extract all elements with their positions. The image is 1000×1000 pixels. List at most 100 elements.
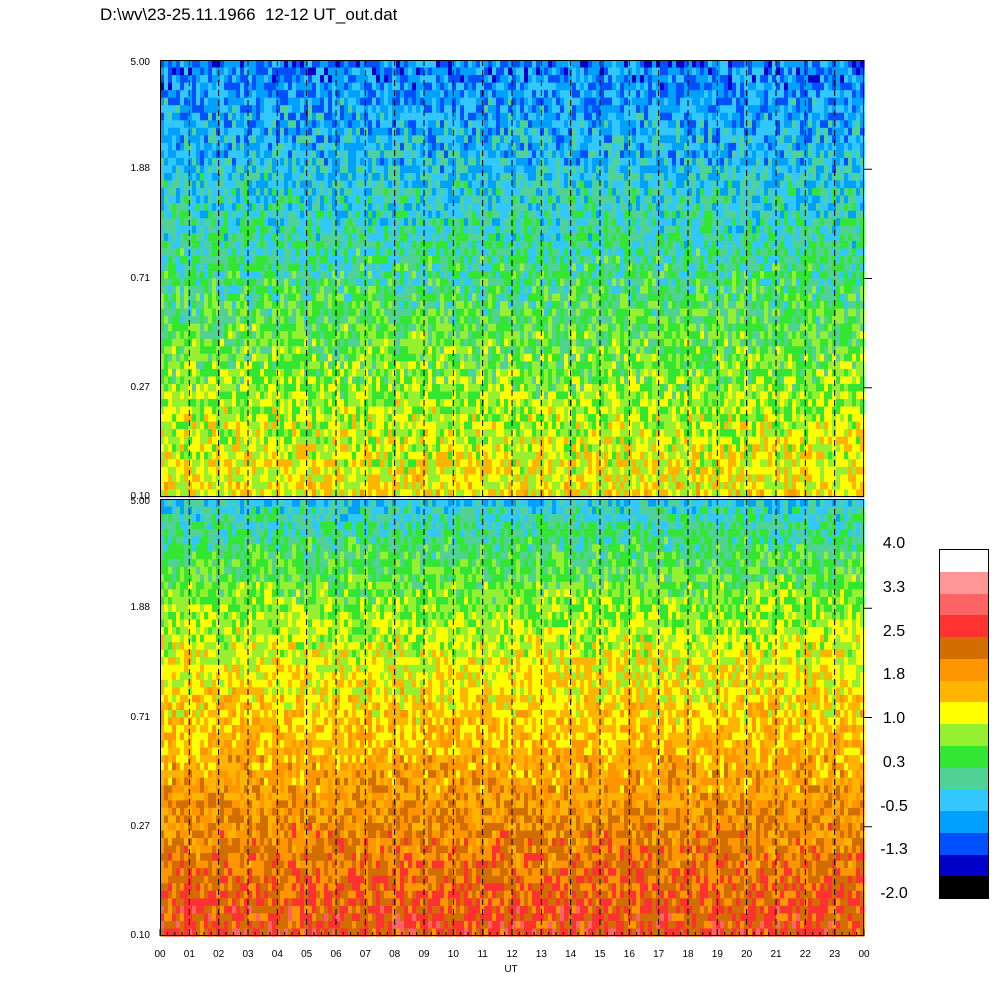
heatmap-cell	[356, 165, 361, 174]
heatmap-cell	[344, 406, 349, 415]
heatmap-cell	[468, 75, 473, 84]
heatmap-cell	[456, 105, 461, 114]
heatmap-cell	[208, 346, 213, 355]
heatmap-cell	[384, 270, 389, 280]
heatmap-cell	[416, 331, 421, 340]
heatmap-cell	[396, 278, 401, 287]
heatmap-cell	[244, 466, 249, 475]
heatmap-cell	[168, 233, 173, 242]
heatmap-cell	[252, 376, 257, 385]
heatmap-cell	[284, 361, 289, 370]
heatmap-cell	[288, 406, 293, 415]
heatmap-cell	[452, 157, 457, 167]
heatmap-cell	[276, 150, 281, 159]
heatmap-cell	[240, 82, 245, 91]
heatmap-cell	[308, 399, 313, 408]
heatmap-cell	[472, 90, 477, 99]
heatmap-cell	[256, 316, 261, 325]
heatmap-cell	[432, 361, 437, 370]
heatmap-cell	[196, 75, 201, 84]
heatmap-cell	[248, 376, 253, 385]
heatmap-cell	[384, 67, 389, 76]
heatmap-cell	[344, 240, 349, 249]
heatmap-cell	[236, 135, 241, 144]
heatmap-cell	[168, 203, 173, 212]
heatmap-cell	[176, 173, 181, 182]
heatmap-cell	[316, 157, 321, 167]
heatmap-cell	[324, 414, 329, 423]
heatmap-cell	[252, 286, 257, 295]
heatmap-cell	[236, 308, 241, 317]
heatmap-cell	[480, 195, 485, 204]
heatmap-cell	[248, 82, 253, 91]
heatmap-cell	[452, 346, 457, 355]
heatmap-cell	[172, 203, 177, 212]
heatmap-cell	[252, 270, 257, 280]
heatmap-cell	[168, 436, 173, 445]
heatmap-cell	[276, 429, 281, 438]
heatmap-cell	[460, 376, 465, 385]
heatmap-cell	[404, 195, 409, 204]
heatmap-cell	[196, 436, 201, 445]
heatmap-cell	[396, 188, 401, 197]
heatmap-cell	[160, 97, 165, 106]
heatmap-cell	[356, 414, 361, 423]
heatmap-cell	[288, 474, 293, 483]
heatmap-cell	[296, 331, 301, 340]
heatmap-cell	[296, 353, 301, 362]
heatmap-cell	[412, 444, 417, 453]
heatmap-cell	[192, 195, 197, 204]
heatmap-cell	[204, 195, 209, 204]
heatmap-cell	[464, 316, 469, 325]
heatmap-cell	[360, 481, 365, 491]
heatmap-cell	[328, 474, 333, 483]
heatmap-cell	[468, 346, 473, 355]
heatmap-cell	[332, 474, 337, 483]
heatmap-cell	[356, 301, 361, 310]
heatmap-cell	[308, 331, 313, 340]
heatmap-cell	[352, 135, 357, 144]
heatmap-cell	[316, 188, 321, 197]
heatmap-cell	[312, 142, 317, 152]
heatmap-cell	[416, 421, 421, 430]
heatmap-cell	[340, 338, 345, 347]
heatmap-cell	[248, 180, 253, 189]
heatmap-cell	[272, 474, 277, 483]
heatmap-cell	[276, 444, 281, 453]
heatmap-cell	[412, 399, 417, 408]
heatmap-cell	[244, 346, 249, 355]
heatmap-cell	[444, 82, 449, 91]
heatmap-cell	[464, 180, 469, 189]
heatmap-cell	[168, 323, 173, 332]
heatmap-cell	[320, 255, 325, 265]
heatmap-cell	[396, 165, 401, 174]
heatmap-cell	[208, 361, 213, 370]
heatmap-cell	[460, 368, 465, 378]
heatmap-cell	[200, 105, 205, 114]
heatmap-cell	[320, 293, 325, 302]
heatmap-cell	[320, 391, 325, 400]
heatmap-cell	[432, 248, 437, 257]
heatmap-cell	[468, 429, 473, 438]
heatmap-cell	[336, 173, 341, 182]
heatmap-cell	[452, 474, 457, 483]
heatmap-cell	[328, 429, 333, 438]
heatmap-cell	[308, 406, 313, 415]
heatmap-cell	[456, 135, 461, 144]
heatmap-cell	[428, 90, 433, 99]
heatmap-cell	[180, 195, 185, 204]
heatmap-cell	[232, 421, 237, 430]
heatmap-cell	[212, 248, 217, 257]
heatmap-cell	[296, 293, 301, 302]
heatmap-cell	[340, 429, 345, 438]
heatmap-cell	[460, 218, 465, 227]
heatmap-cell	[196, 316, 201, 325]
heatmap-cell	[188, 316, 193, 325]
heatmap-cell	[192, 406, 197, 415]
heatmap-cell	[388, 248, 393, 257]
heatmap-cell	[440, 120, 445, 129]
heatmap-cell	[212, 459, 217, 468]
heatmap-cell	[264, 157, 269, 167]
heatmap-cell	[488, 97, 493, 106]
heatmap-cell	[328, 368, 333, 378]
